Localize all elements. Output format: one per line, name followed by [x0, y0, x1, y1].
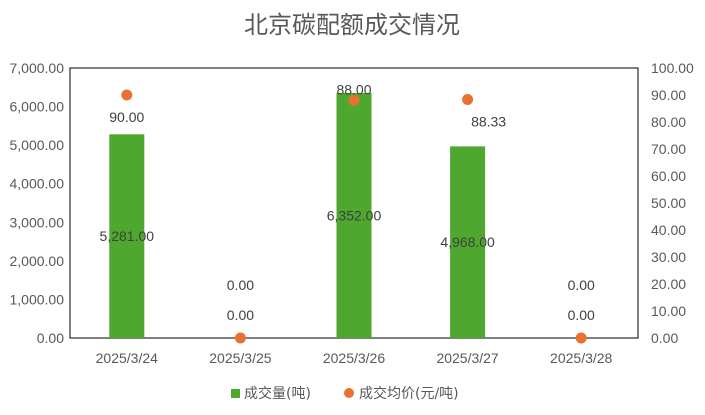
right-tick-label: 50.00 [651, 195, 686, 211]
bar-data-label: 4,968.00 [440, 234, 495, 250]
legend-swatch-price [344, 388, 354, 398]
bar-data-label: 6,352.00 [327, 207, 382, 223]
data-labels: 5,281.00 0.00 6,352.00 4,968.00 0.00 90.00 0.0… [100, 81, 595, 323]
left-tick-label: 1,000.00 [10, 291, 65, 307]
legend: 成交量(吨) 成交均价(元/吨) [231, 385, 459, 402]
bar [336, 92, 372, 338]
x-tick-label: 2025/3/28 [550, 350, 612, 366]
right-axis: 0.00 10.00 20.00 30.00 40.00 50.00 60.00 70.00 8… [651, 60, 694, 346]
left-tick-label: 6,000.00 [10, 99, 65, 115]
x-tick-label: 2025/3/27 [436, 350, 498, 366]
legend-label-price: 成交均价(元/吨) [359, 385, 459, 402]
legend-swatch-volume [231, 389, 240, 398]
right-tick-label: 40.00 [651, 222, 686, 238]
right-tick-label: 0.00 [651, 330, 678, 346]
price-points [121, 89, 587, 344]
right-tick-label: 60.00 [651, 168, 686, 184]
right-tick-label: 30.00 [651, 249, 686, 265]
left-tick-label: 7,000.00 [10, 60, 65, 76]
bar [450, 146, 486, 338]
bar-data-label: 0.00 [227, 277, 254, 293]
legend-label-volume: 成交量(吨) [244, 385, 311, 402]
left-tick-label: 0.00 [37, 330, 64, 346]
x-tick-label: 2025/3/25 [209, 350, 271, 366]
point-data-label: 0.00 [568, 307, 595, 323]
chart-title: 北京碳配额成交情况 [244, 11, 460, 39]
price-point [234, 332, 246, 344]
bar-data-label: 0.00 [568, 277, 595, 293]
x-tick-label: 2025/3/26 [323, 350, 385, 366]
left-axis: 0.00 1,000.00 2,000.00 3,000.00 4,000.00 5,00… [10, 60, 65, 346]
right-tick-label: 80.00 [651, 114, 686, 130]
volume-bars [109, 92, 486, 338]
x-axis: 2025/3/24 2025/3/25 2025/3/26 2025/3/27 2025… [96, 350, 613, 366]
left-tick-label: 5,000.00 [10, 137, 65, 153]
left-tick-label: 4,000.00 [10, 176, 65, 192]
price-point [121, 89, 133, 101]
point-data-label: 88.33 [471, 114, 506, 130]
left-tick-label: 3,000.00 [10, 214, 65, 230]
x-tick-label: 2025/3/24 [96, 350, 158, 366]
point-data-label: 90.00 [109, 109, 144, 125]
price-point [575, 332, 587, 344]
bar [109, 134, 145, 338]
right-tick-label: 100.00 [651, 60, 694, 76]
right-tick-label: 70.00 [651, 141, 686, 157]
right-tick-label: 10.00 [651, 303, 686, 319]
price-point [348, 94, 360, 106]
right-tick-label: 20.00 [651, 276, 686, 292]
price-point [462, 94, 474, 106]
left-tick-label: 2,000.00 [10, 253, 65, 269]
bar-data-label: 5,281.00 [100, 228, 155, 244]
point-data-label: 0.00 [227, 307, 254, 323]
point-data-label: 88.00 [336, 81, 371, 97]
right-tick-label: 90.00 [651, 87, 686, 103]
